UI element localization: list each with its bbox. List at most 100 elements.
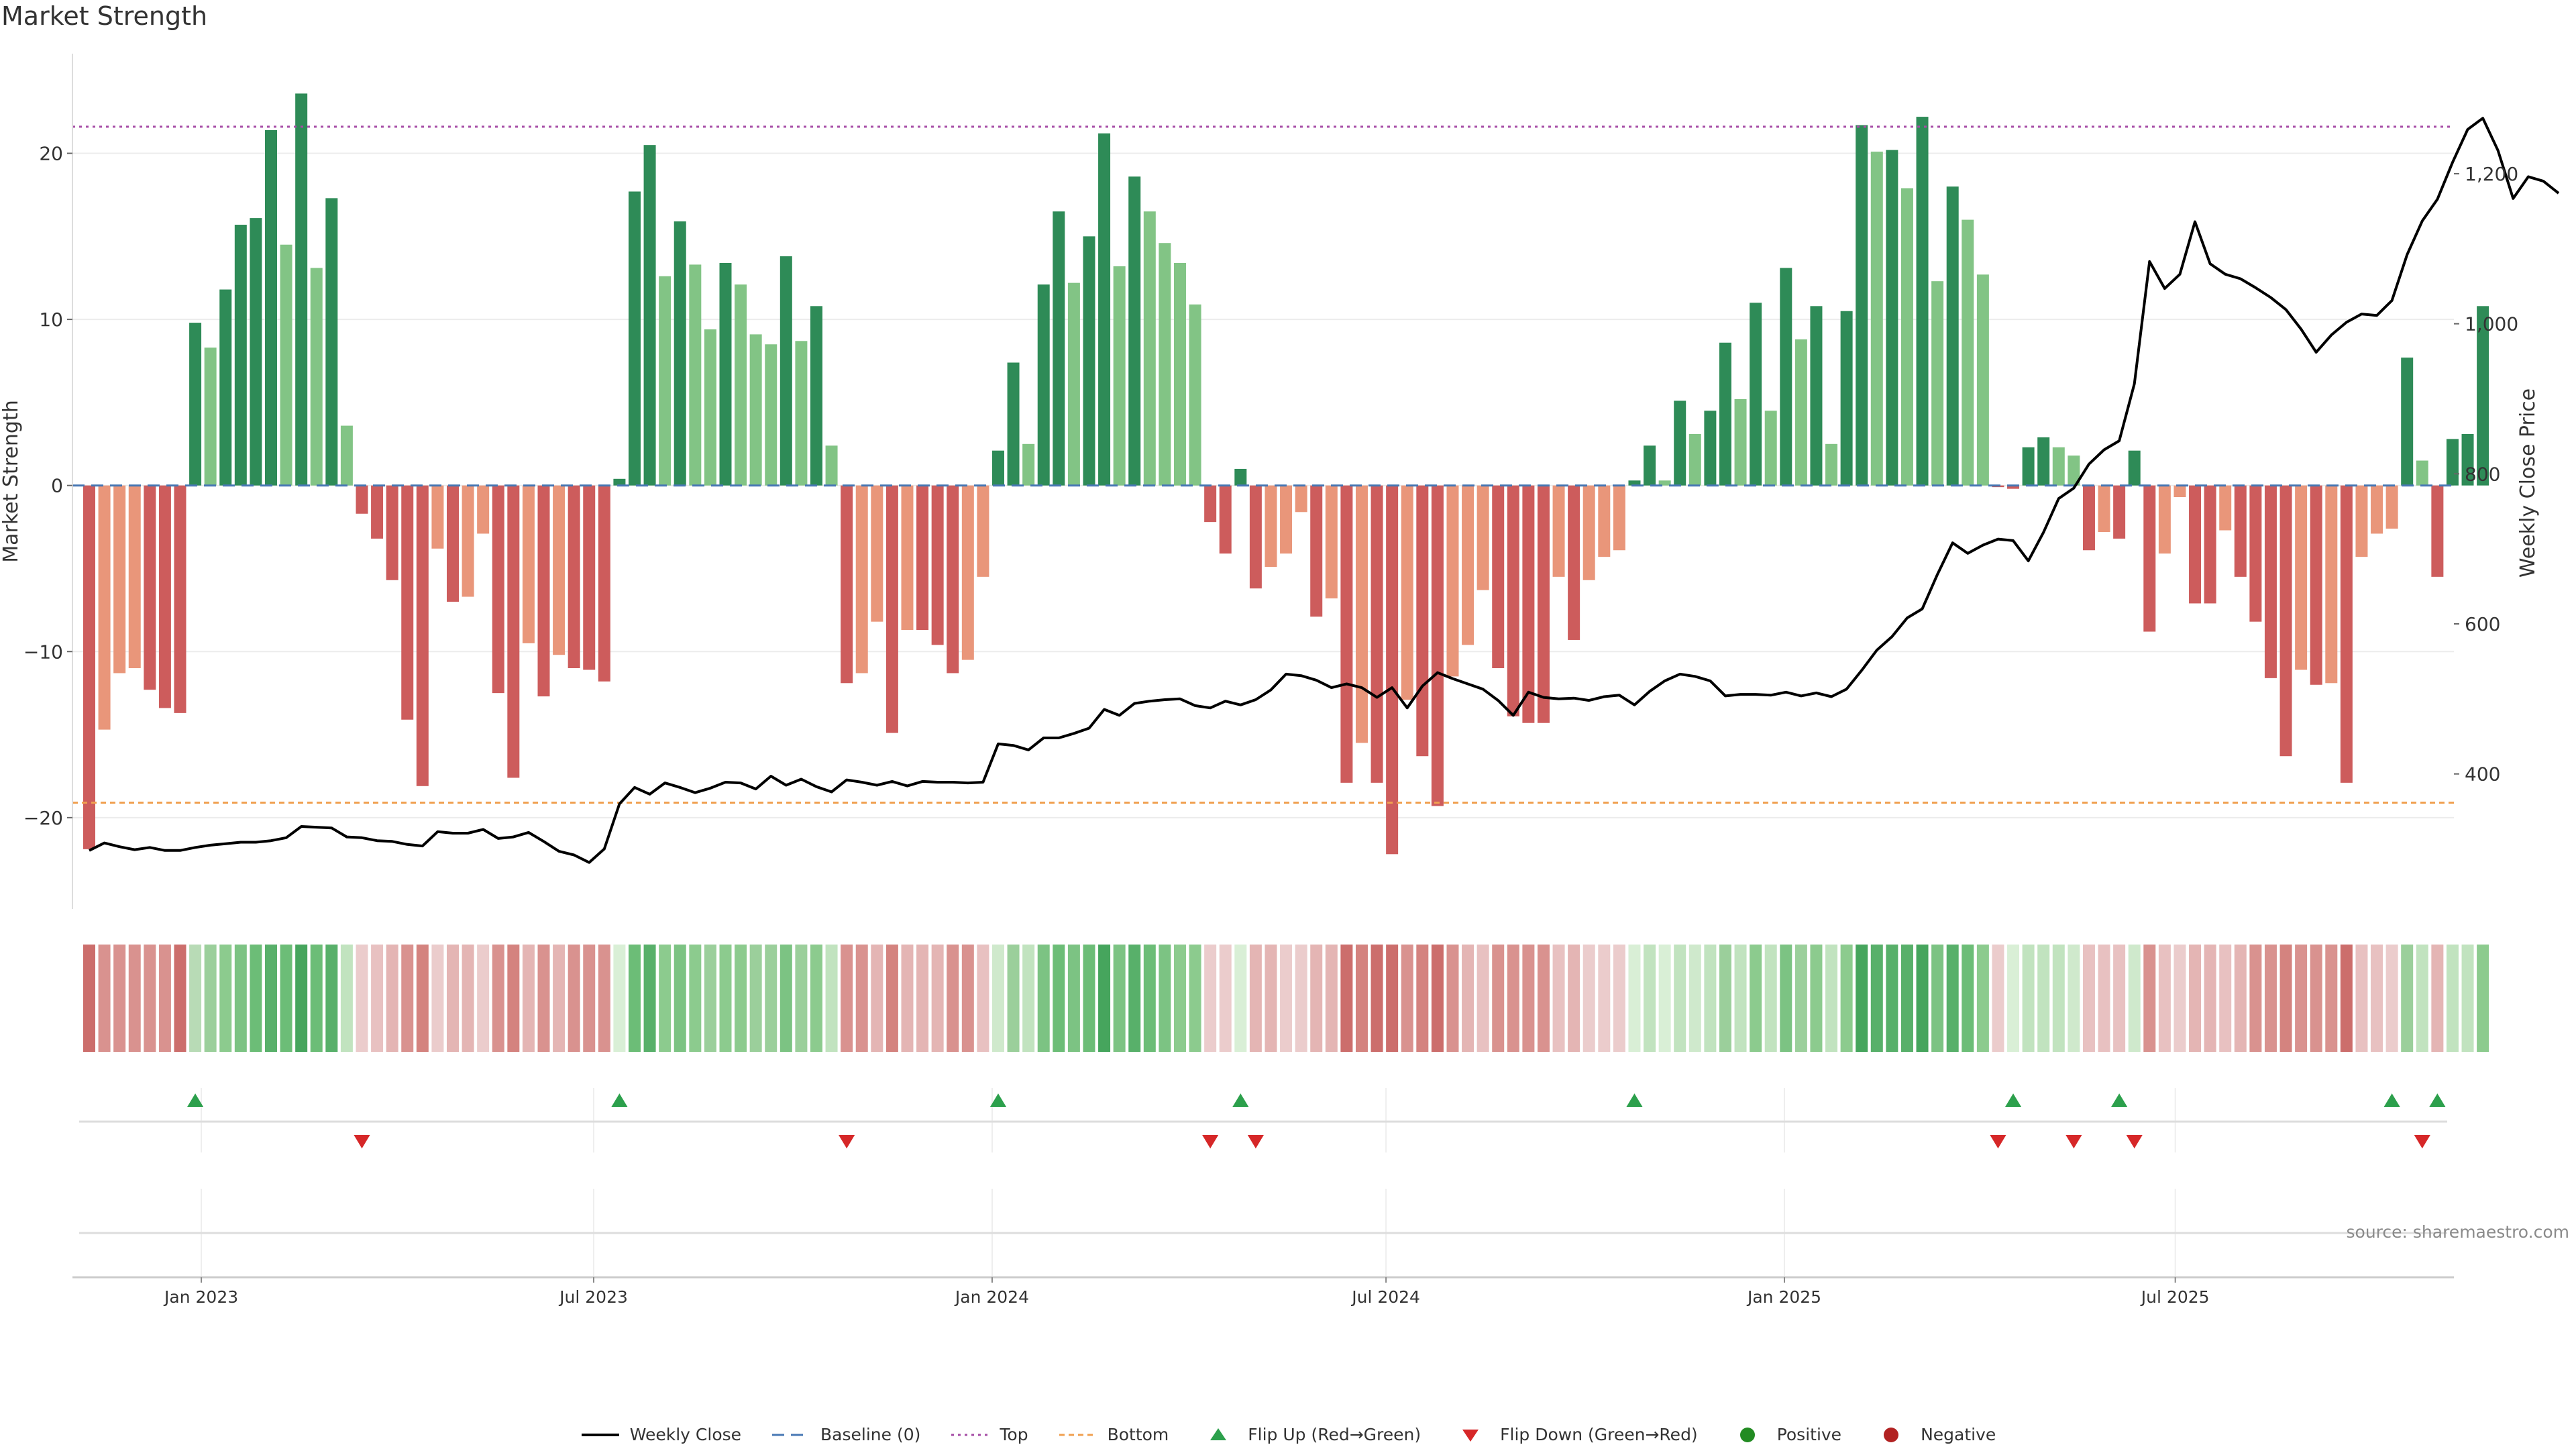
flip-markers: [79, 1088, 2447, 1277]
heat-cell: [749, 945, 762, 1052]
heat-cell: [1219, 945, 1232, 1052]
flip-down-marker: [839, 1135, 855, 1148]
heat-cell: [1053, 945, 1065, 1052]
y2-tick-label: 1,200: [2465, 163, 2518, 185]
strength-bar: [1416, 485, 1429, 757]
flip-down-marker: [1202, 1135, 1219, 1148]
heat-cell: [583, 945, 596, 1052]
strength-bar: [1492, 485, 1505, 669]
strength-bar: [1734, 398, 1747, 486]
heat-cell: [128, 945, 141, 1052]
strength-bar: [1507, 485, 1519, 716]
heat-cell: [2416, 945, 2428, 1052]
heat-cell: [1522, 945, 1535, 1052]
strength-bar: [719, 262, 732, 486]
strength-bar: [2279, 485, 2292, 757]
strength-bar: [2219, 485, 2232, 531]
heat-cell: [704, 945, 716, 1052]
heat-cell: [2461, 945, 2474, 1052]
heat-cell: [689, 945, 702, 1052]
strength-bar: [264, 129, 277, 486]
heat-cell: [2234, 945, 2247, 1052]
strength-bar: [144, 485, 156, 690]
strength-bar: [1522, 485, 1535, 723]
top-legend-icon: [951, 1434, 989, 1436]
strength-bar: [401, 485, 414, 720]
strength-bar: [765, 344, 777, 486]
flip-down-marker: [354, 1135, 370, 1148]
heat-cell: [643, 945, 656, 1052]
heat-cell: [1810, 945, 1823, 1052]
heat-cell: [2219, 945, 2232, 1052]
heat-cell: [947, 945, 959, 1052]
strength-bar: [2371, 485, 2383, 534]
strength-bar: [1280, 485, 1293, 554]
heat-cell: [492, 945, 504, 1052]
strength-bar: [1552, 485, 1565, 577]
heat-cell: [158, 945, 171, 1052]
heat-cell: [855, 945, 868, 1052]
strength-bar: [977, 485, 989, 577]
strength-bar: [704, 329, 716, 486]
heat-cell: [401, 945, 414, 1052]
heat-cell: [144, 945, 156, 1052]
heat-cell: [2401, 945, 2414, 1052]
strength-bar: [462, 485, 474, 597]
heat-cell: [1916, 945, 1929, 1052]
strength-bar: [689, 264, 702, 486]
legend-item-flip-down: Flip Down (Green→Red): [1450, 1425, 1698, 1444]
strength-bar: [1764, 411, 1777, 486]
y-tick-label: 0: [51, 475, 63, 497]
strength-bar: [1067, 282, 1080, 486]
strength-bar: [219, 289, 232, 486]
y2-tick-label: 1,000: [2465, 313, 2518, 335]
legend-label: Flip Down (Green→Red): [1500, 1425, 1698, 1444]
chart-legend: Weekly Close Baseline (0) Top Bottom Flip Up…: [0, 1425, 2576, 1444]
strength-bar: [1128, 176, 1141, 486]
strength-bar: [1598, 485, 1611, 557]
strength-bar: [2082, 485, 2095, 551]
strength-bar: [1870, 152, 1883, 486]
heat-cell: [795, 945, 808, 1052]
heat-cell: [825, 945, 838, 1052]
strength-bar: [1825, 443, 1838, 486]
heat-cell: [2158, 945, 2171, 1052]
flip-down-marker: [1990, 1135, 2006, 1148]
heat-cell: [1870, 945, 1883, 1052]
strength-bar: [2401, 358, 2414, 486]
x-tick-label: Jul 2023: [558, 1287, 628, 1307]
strength-bar: [1628, 480, 1641, 486]
heat-cell: [1794, 945, 1807, 1052]
strength-bar: [1537, 485, 1550, 723]
heat-cell: [1674, 945, 1686, 1052]
negative-legend-icon: [1884, 1427, 1899, 1442]
heat-cell: [2204, 945, 2216, 1052]
heat-cell: [1688, 945, 1701, 1052]
strength-bar: [1113, 266, 1126, 486]
heat-cell: [295, 945, 308, 1052]
heat-cell: [250, 945, 262, 1052]
strength-bar: [2385, 485, 2398, 529]
heat-cell: [1568, 945, 1580, 1052]
strength-bar: [2234, 485, 2247, 577]
heat-cell: [1325, 945, 1338, 1052]
strength-bar: [1477, 485, 1489, 590]
heat-cell: [1446, 945, 1459, 1052]
legend-label: Bottom: [1107, 1425, 1169, 1444]
strength-bar: [1431, 485, 1444, 806]
strength-bar: [2264, 485, 2277, 678]
strength-bar: [749, 334, 762, 486]
strength-bar: [2355, 485, 2368, 557]
heat-cell: [386, 945, 398, 1052]
heat-cell: [2249, 945, 2262, 1052]
y2-axis-label: Weekly Close Price: [2516, 388, 2540, 578]
heat-cell: [1416, 945, 1429, 1052]
strength-bar: [1462, 485, 1474, 645]
heat-cell: [2385, 945, 2398, 1052]
flip-up-marker: [187, 1093, 204, 1107]
heat-cell: [2174, 945, 2186, 1052]
strength-bar: [1098, 133, 1111, 486]
weekly-close-series: [89, 117, 2560, 864]
heat-cell: [1962, 945, 1974, 1052]
